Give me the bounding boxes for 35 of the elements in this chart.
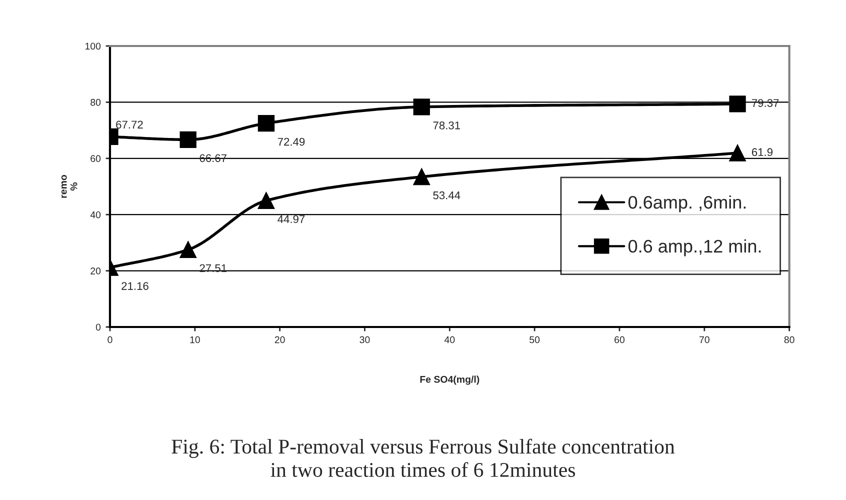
point <box>258 192 275 209</box>
caption: Fig. 6: Total P-removal versus Ferrous Sulfate concentration in two reaction times of 6 12minutes <box>172 438 675 477</box>
point <box>180 131 196 148</box>
x-tick-label: 20 <box>274 336 285 344</box>
point <box>729 96 746 112</box>
y-tick-label: 100 <box>85 42 101 50</box>
point <box>413 98 430 116</box>
y-axis-title: remo % <box>61 174 78 198</box>
data-label: 61.9 <box>752 148 773 156</box>
y-tick-label: 20 <box>90 268 101 274</box>
y-tick-label: 40 <box>90 211 101 218</box>
point <box>413 168 430 186</box>
x-tick-label: 30 <box>360 336 370 344</box>
data-label: 78.31 <box>433 122 460 130</box>
point <box>180 241 196 258</box>
legend-label: 0.6 amp.,12 min. <box>628 239 761 256</box>
data-label: 21.16 <box>122 282 148 290</box>
x-tick-label: 60 <box>614 336 625 344</box>
x-axis-title: Fe SO4(mg/l) <box>420 376 480 385</box>
x-tick-label: 40 <box>444 336 455 344</box>
y-tick-label: 80 <box>90 98 101 106</box>
x-tick-label: 80 <box>784 336 794 344</box>
y-tick-label: 60 <box>90 155 101 162</box>
data-label: 53.44 <box>433 191 460 200</box>
data-label: 44.97 <box>278 215 305 224</box>
point <box>729 144 746 162</box>
x-tick-label: 10 <box>190 336 200 344</box>
x-tick-label: 0 <box>108 336 112 344</box>
data-label: 72.49 <box>278 138 305 146</box>
data-label: 67.72 <box>116 120 143 129</box>
legend-label: 0.6amp. ,6min. <box>628 195 746 212</box>
x-tick-label: 50 <box>530 336 540 344</box>
y-tick-label: 0 <box>96 324 101 331</box>
x-tick-label: 70 <box>699 336 710 344</box>
point <box>258 114 275 132</box>
